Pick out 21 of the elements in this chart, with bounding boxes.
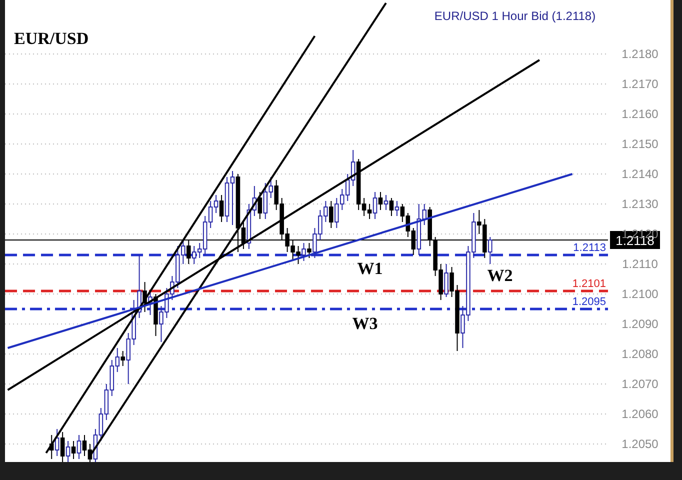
y-tick-label: 1.2170 xyxy=(622,77,659,91)
y-tick-label: 1.2100 xyxy=(622,287,659,301)
y-tick-label: 1.2160 xyxy=(622,107,659,121)
annotation: W1 xyxy=(357,259,383,278)
y-tick-label: 1.2090 xyxy=(622,317,659,331)
y-tick-label: 1.2050 xyxy=(622,437,659,451)
y-tick-label: 1.2060 xyxy=(622,407,659,421)
text: EUR/USD 1 Hour Bid (1.2118) xyxy=(434,9,596,23)
annotation: W2 xyxy=(487,266,513,285)
annotation: W3 xyxy=(352,314,378,333)
ref-line-label: 1.2101 xyxy=(572,278,606,290)
ref-line-label: 1.2095 xyxy=(572,296,606,308)
ref-line-label: 1.2113 xyxy=(573,242,606,254)
y-tick-label: 1.2150 xyxy=(622,137,659,151)
y-tick-label: 1.2080 xyxy=(622,347,659,361)
text: EUR/USD xyxy=(14,29,89,48)
y-tick-label: 1.2070 xyxy=(622,377,659,391)
y-tick-label: 1.2130 xyxy=(622,197,659,211)
y-tick-label: 1.2110 xyxy=(622,257,658,271)
y-tick-label: 1.2140 xyxy=(622,167,659,181)
y-tick-label: 1.2180 xyxy=(622,47,659,61)
